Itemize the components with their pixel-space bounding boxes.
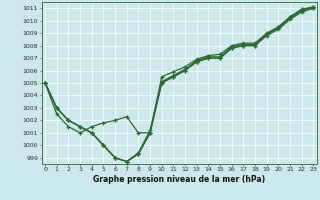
X-axis label: Graphe pression niveau de la mer (hPa): Graphe pression niveau de la mer (hPa) [93, 175, 265, 184]
